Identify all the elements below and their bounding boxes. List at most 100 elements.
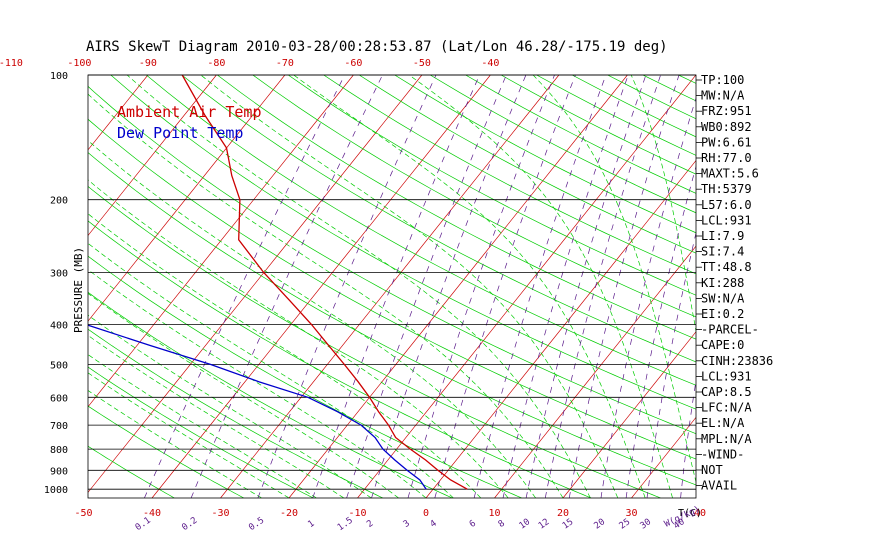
moist-adiabat-line <box>630 75 696 333</box>
dry-adiabat-line <box>88 220 592 498</box>
mixing-ratio-line <box>434 75 576 498</box>
index-entry: LCL:931 <box>701 213 752 227</box>
moist-adiabat-line <box>88 390 262 498</box>
temperature-tick-label: -20 <box>280 508 298 519</box>
isotherm-line <box>0 75 11 498</box>
mixing-ratio-tick-label: 0.2 <box>180 516 199 534</box>
legend-dew-point-temp: Dew Point Temp <box>117 124 243 142</box>
plot-frame <box>87 74 697 499</box>
moist-adiabat-line <box>88 293 399 498</box>
dry-adiabat-line <box>217 75 696 340</box>
moist-adiabat-line <box>88 242 454 498</box>
index-entry: LFC:N/A <box>701 401 752 415</box>
isotherm-line <box>562 331 696 498</box>
top-temperature-tick-label: -70 <box>276 58 294 69</box>
index-entry: TT:48.8 <box>701 260 752 274</box>
top-temperature-tick-label: -100 <box>67 58 91 69</box>
dry-adiabat-line <box>181 75 696 363</box>
legend: Ambient Air Temp Dew Point Temp <box>117 103 262 142</box>
index-entry: CAPE:0 <box>701 338 744 352</box>
dry-adiabat-line <box>88 255 522 498</box>
top-temperature-tick-label: -40 <box>481 58 499 69</box>
moist-adiabat-line <box>88 213 482 498</box>
dry-adiabat-line <box>430 75 696 214</box>
pressure-tick-label: 800 <box>50 445 68 456</box>
isotherm-line <box>288 75 628 498</box>
dry-adiabat-line <box>500 75 696 175</box>
pressure-tick-label: 100 <box>50 71 68 82</box>
mixing-ratio-tick-label: 25 <box>618 517 633 531</box>
mixing-ratio-tick-label: 0.5 <box>247 516 266 534</box>
mixing-ratio-line <box>680 378 696 498</box>
mixing-ratio-lines <box>144 75 696 498</box>
index-entry: L57:6.0 <box>701 198 752 212</box>
ambient-air-temp-line <box>181 75 468 490</box>
isotherm-line <box>631 416 696 498</box>
index-entry: RH:77.0 <box>701 151 752 165</box>
index-entry: PW:6.61 <box>701 135 752 149</box>
mixing-ratio-line <box>646 231 696 498</box>
temperature-tick-label: -40 <box>143 508 161 519</box>
temperature-tick-label: -50 <box>74 508 92 519</box>
temperature-tick-label: 10 <box>488 508 500 519</box>
isotherm-line <box>88 75 149 151</box>
top-temperature-tick-label: -110 <box>0 58 23 69</box>
mixing-ratio-line <box>312 75 480 498</box>
isotherm-lines <box>0 75 696 498</box>
dry-adiabat-line <box>252 75 696 318</box>
dry-adiabat-line <box>323 75 696 275</box>
index-entry: TP:100 <box>701 73 744 87</box>
index-entry: -WIND- <box>701 447 744 461</box>
temperature-tick-label: 40 <box>694 508 706 519</box>
pressure-tick-label: 300 <box>50 269 68 280</box>
dry-adiabat-line <box>88 85 696 435</box>
isotherm-line <box>88 75 423 493</box>
y-axis-label: PRESSURE (MB) <box>72 247 85 333</box>
mixing-ratio-tick-label: 3 <box>402 519 412 530</box>
mixing-ratio-line <box>568 75 680 498</box>
index-entry: MW:N/A <box>701 89 745 103</box>
mixing-ratio-tick-label: 8 <box>497 519 507 530</box>
temperature-tick-label: 0 <box>423 508 429 519</box>
mixing-ratio-line <box>407 75 555 498</box>
isotherm-line <box>494 245 696 498</box>
pressure-tick-labels: 100 200 300 400 500 600 700 800 900 1000 <box>44 71 68 496</box>
dry-adiabat-line <box>88 445 175 498</box>
index-entry: NOT <box>701 463 723 477</box>
index-entry: CAP:8.5 <box>701 385 752 399</box>
index-entry: LI:7.9 <box>701 229 744 243</box>
dry-adiabat-line <box>288 75 696 296</box>
moist-adiabat-line <box>88 93 564 498</box>
temperature-tick-label: 20 <box>557 508 569 519</box>
pressure-tick-label: 700 <box>50 421 68 432</box>
index-entry: MAXT:5.6 <box>701 167 759 181</box>
dry-adiabat-line <box>88 185 661 498</box>
mixing-ratio-line <box>600 96 696 498</box>
moist-adiabat-line <box>408 75 673 498</box>
dry-adiabat-line <box>88 366 314 498</box>
pressure-tick-label: 200 <box>50 196 68 207</box>
index-entry: EL:N/A <box>701 416 745 430</box>
dry-adiabat-line <box>88 291 453 498</box>
sounding-series <box>88 75 468 490</box>
index-entry: SW:N/A <box>701 291 745 305</box>
mixing-ratio-line <box>525 75 647 498</box>
isotherm-line <box>0 75 79 498</box>
moist-adiabat-lines <box>88 75 696 498</box>
legend-ambient-air-temp: Ambient Air Temp <box>117 103 262 121</box>
index-entry: MPL:N/A <box>701 432 752 446</box>
isotherm-line <box>220 75 560 498</box>
index-entry: CINH:23836 <box>701 354 773 368</box>
index-entry: EI:0.2 <box>701 307 744 321</box>
x-axis-label: T(C) <box>678 508 702 519</box>
isotherm-line <box>88 75 217 237</box>
mixing-ratio-line <box>371 75 527 498</box>
dry-adiabat-line <box>88 152 696 486</box>
index-entry: SI:7.4 <box>701 245 744 259</box>
top-temperature-tick-labels: -120-110-100-90-80-70-60-50-40 <box>0 58 499 69</box>
dry-adiabat-line <box>359 75 696 254</box>
mixing-ratio-tick-label: 15 <box>561 517 576 531</box>
mixing-ratio-tick-label: 30 <box>639 517 654 531</box>
mixing-ratio-tick-label: 1 <box>306 519 316 530</box>
index-entry: KI:288 <box>701 276 744 290</box>
